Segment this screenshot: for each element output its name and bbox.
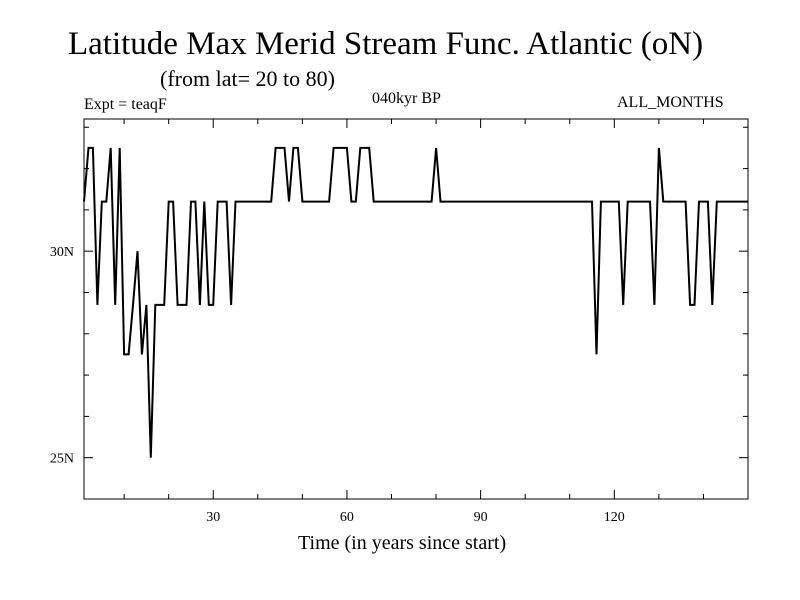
months-label: ALL_MONTHS <box>617 94 724 111</box>
x-tick-label: 60 <box>340 510 354 525</box>
x-tick-label: 90 <box>474 510 488 525</box>
x-tick-label: 30 <box>206 510 220 525</box>
experiment-label: Expt = teaqF <box>84 96 167 113</box>
x-axis-label: Time (in years since start) <box>298 532 507 554</box>
y-tick-label: 25N <box>50 452 74 467</box>
chart-title: Latitude Max Merid Stream Func. Atlantic… <box>68 26 704 62</box>
x-tick-label: 120 <box>604 510 625 525</box>
period-label: 040kyr BP <box>372 90 441 107</box>
chart-subtitle: (from lat= 20 to 80) <box>160 66 335 91</box>
series-line-latitude <box>83 146 748 458</box>
plot-frame <box>83 118 749 500</box>
y-tick-label: 30N <box>50 245 74 260</box>
